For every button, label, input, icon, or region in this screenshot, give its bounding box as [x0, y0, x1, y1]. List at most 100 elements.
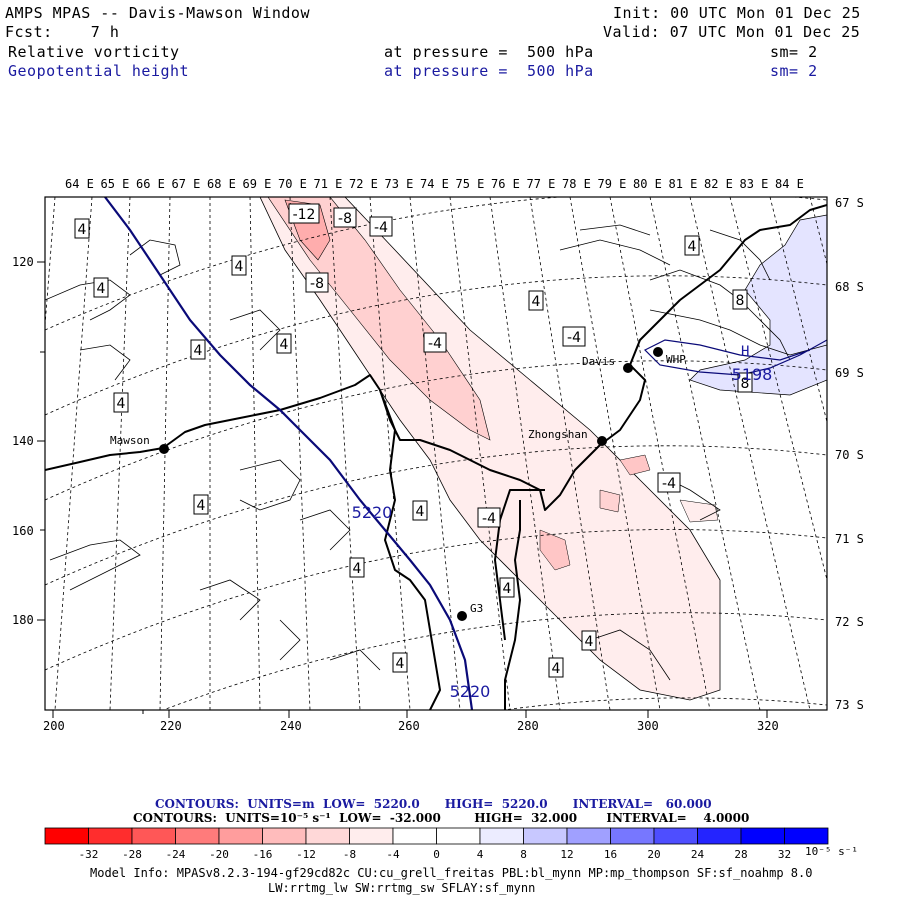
colorbar-tick: -24	[166, 848, 186, 861]
vorticity-shade-minus8	[267, 197, 491, 441]
svg-text:4: 4	[197, 498, 206, 514]
lon-label: 70 E	[278, 177, 307, 191]
lon-label: 71 E	[314, 177, 343, 191]
colorbar-tick: 24	[691, 848, 705, 861]
vorticity-label: 4	[349, 557, 365, 578]
colorbar-tick: 32	[778, 848, 791, 861]
lat-label: 69 S	[835, 366, 864, 380]
vorticity-label: 4	[684, 235, 700, 256]
coastline-inlet	[504, 500, 521, 710]
lon-label: 69 E	[243, 177, 272, 191]
latitude-labels: 67 S 68 S 69 S 70 S 71 S 72 S 73 S	[835, 196, 864, 712]
y-label: 120	[12, 255, 34, 269]
svg-text:-4: -4	[428, 336, 442, 352]
lon-label: 82 E	[704, 177, 733, 191]
svg-text:G3: G3	[470, 602, 483, 615]
vorticity-shade-patch4	[679, 499, 719, 523]
colorbar-swatch	[349, 827, 394, 845]
lat-label: 70 S	[835, 448, 864, 462]
vorticity-label: 8	[737, 372, 753, 393]
colorbar-tick: -12	[296, 848, 316, 861]
vorticity-contour-legend: CONTOURS: UNITS=10⁻⁵ s⁻¹ LOW= -32.000 HI…	[133, 811, 750, 825]
lon-label: 67 E	[172, 177, 201, 191]
forecast-hour: Fcst: 7 h	[5, 23, 120, 41]
colorbar-swatch	[218, 827, 263, 845]
y-axis-labels: 120 140 160 180	[12, 255, 34, 627]
field2-level: at pressure = 500 hPa	[384, 62, 594, 80]
high-pressure-marker: H	[741, 344, 749, 360]
height-label: 5220	[352, 503, 393, 522]
svg-text:-8: -8	[310, 276, 324, 292]
lon-label: 79 E	[598, 177, 627, 191]
vorticity-label: -4	[423, 332, 447, 353]
vorticity-label: 4	[193, 494, 209, 515]
x-label: 260	[398, 719, 420, 733]
lon-label: 64 E	[65, 177, 94, 191]
station-zhongshan: Zhongshan	[528, 428, 607, 446]
vorticity-label: 4	[231, 255, 247, 276]
svg-text:4: 4	[353, 561, 362, 577]
station-davis: Davis	[582, 355, 633, 373]
svg-text:4: 4	[552, 661, 561, 677]
lon-label: 73 E	[385, 177, 414, 191]
colorbar-swatch	[523, 827, 568, 845]
longitude-labels: 64 E 65 E 66 E 67 E 68 E 69 E 70 E 71 E 72 E 73 E…	[65, 177, 804, 191]
colorbar-swatch	[131, 827, 176, 845]
lon-label: 76 E	[491, 177, 520, 191]
init-time: Init: 00 UTC Mon 01 Dec 25	[613, 4, 861, 22]
colorbar-swatch	[262, 827, 307, 845]
colorbar-tick: -16	[253, 848, 273, 861]
colorbar-swatch	[566, 827, 611, 845]
station-mawson: Mawson	[110, 434, 169, 454]
vorticity-shade-positive	[689, 214, 827, 396]
x-label: 320	[757, 719, 779, 733]
vorticity-contour-labels: -12 -8 -4 -8 -4 4 4 4 4 4 4 4 4 4 4 4 4 4 -4 -4 -4 4 4 8 8	[74, 203, 753, 678]
vorticity-shade-patch3	[599, 489, 621, 513]
lat-label: 71 S	[835, 532, 864, 546]
colorbar-tick: -8	[343, 848, 356, 861]
colorbar-swatch	[610, 827, 655, 845]
svg-text:-4: -4	[662, 476, 676, 492]
model-info-line1: Model Info: MPASv8.2.3-194-gf29cd82c CU:…	[90, 866, 813, 880]
svg-text:Zhongshan: Zhongshan	[528, 428, 588, 441]
svg-text:WHP: WHP	[666, 353, 686, 366]
lat-label: 68 S	[835, 280, 864, 294]
svg-text:-4: -4	[567, 330, 581, 346]
field2-smoothing: sm= 2	[770, 62, 818, 80]
vorticity-label: 4	[190, 339, 206, 360]
vorticity-label: 4	[412, 500, 428, 521]
x-axis-labels: 200 220 240 260 280 300 320	[43, 719, 779, 733]
colorbar-units: 10⁻⁵ s⁻¹	[805, 845, 858, 858]
svg-text:Mawson: Mawson	[110, 434, 150, 447]
vorticity-label: -8	[333, 207, 357, 228]
colorbar-tick: 0	[433, 848, 440, 861]
station-whp: WHP	[653, 347, 686, 366]
colorbar-swatch	[392, 827, 437, 845]
vorticity-shade-patch	[539, 529, 571, 571]
x-label: 300	[637, 719, 659, 733]
svg-text:-12: -12	[293, 207, 316, 223]
lon-label: 81 E	[669, 177, 698, 191]
coastline-west	[45, 204, 827, 511]
lat-label: 72 S	[835, 615, 864, 629]
model-info-line2: LW:rrtmg_lw SW:rrtmg_sw SFLAY:sf_mynn	[268, 881, 536, 895]
colorbar-tick: 16	[604, 848, 617, 861]
colorbar-tick: 8	[520, 848, 527, 861]
height-contour-5220-a	[104, 197, 474, 710]
field1-name: Relative vorticity	[8, 43, 180, 61]
svg-text:4: 4	[503, 581, 512, 597]
x-label: 240	[280, 719, 302, 733]
svg-text:-4: -4	[482, 511, 496, 527]
svg-text:8: 8	[741, 376, 750, 392]
lat-label: 67 S	[835, 196, 864, 210]
plot-title: AMPS MPAS -- Davis-Mawson Window	[5, 4, 310, 22]
colorbar-tick: -28	[122, 848, 142, 861]
vorticity-shade-patch2	[619, 454, 651, 476]
svg-text:4: 4	[78, 222, 87, 238]
coastline-ice-edge	[379, 389, 441, 710]
vorticity-label: 4	[113, 392, 129, 413]
svg-text:4: 4	[117, 396, 126, 412]
station-markers: Mawson Davis WHP Zhongshan G3	[110, 347, 686, 621]
vorticity-label: -8	[305, 272, 329, 293]
